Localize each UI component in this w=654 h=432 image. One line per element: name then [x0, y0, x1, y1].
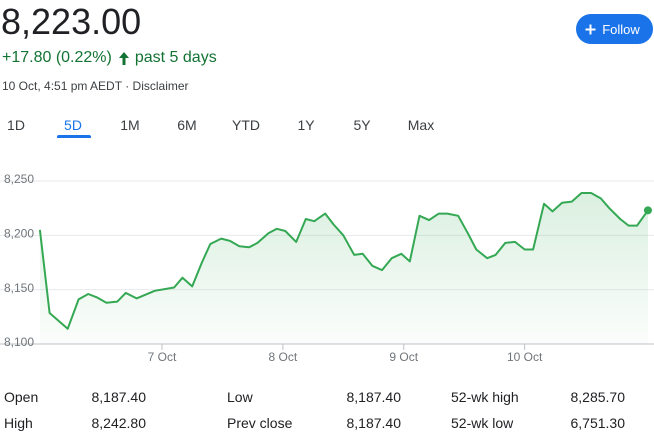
y-tick-label: 8,100 — [4, 335, 34, 349]
stat-label: Prev close — [227, 415, 293, 431]
tab[interactable]: YTD — [232, 117, 260, 133]
change-line: +17.80 (0.22%) past 5 days — [2, 48, 217, 68]
area — [39, 193, 648, 344]
follow-button[interactable]: Follow — [576, 14, 653, 44]
x-tick-label: 8 Oct — [269, 350, 298, 364]
y-tick-label: 8,150 — [4, 281, 34, 295]
y-tick-label: 8,200 — [4, 227, 34, 241]
plus-icon — [585, 24, 596, 34]
timestamp: 10 Oct, 4:51 pm AEDT — [2, 79, 122, 93]
stat-label: High — [4, 415, 33, 431]
tab[interactable]: 1Y — [297, 117, 315, 133]
stat-label: Low — [227, 389, 253, 405]
tab-underline — [57, 135, 91, 138]
stat-label: 52-wk low — [451, 415, 514, 431]
y-tick-label: 8,250 — [4, 172, 34, 186]
stat-value: 8,285.70 — [570, 389, 626, 405]
tab[interactable]: 5D — [64, 117, 82, 133]
timestamp-line: 10 Oct, 4:51 pm AEDT · Disclaimer — [2, 78, 189, 94]
x-tick-label: 7 Oct — [148, 350, 177, 364]
change: +17.80 (0.22%) — [2, 49, 112, 66]
tab[interactable]: 6M — [177, 117, 197, 133]
stat-label: 52-wk high — [451, 389, 519, 405]
tab[interactable]: 1D — [7, 117, 25, 133]
disclaimer[interactable]: Disclaimer — [132, 79, 189, 93]
follow-label: Follow — [602, 21, 640, 37]
price-line — [38, 192, 649, 330]
stat-value: 8,187.40 — [346, 389, 402, 405]
stat-value: 8,187.40 — [91, 389, 147, 405]
last-point — [643, 206, 652, 215]
stat-value: 8,187.40 — [346, 415, 402, 431]
tab[interactable]: Max — [407, 117, 435, 133]
x-tick-label: 10 Oct — [507, 350, 543, 364]
tab[interactable]: 1M — [120, 117, 140, 133]
x-tick-label: 9 Oct — [389, 350, 418, 364]
period: past 5 days — [134, 49, 217, 66]
up-arrow-icon — [118, 52, 129, 65]
stat-value: 8,242.80 — [91, 415, 147, 431]
tab[interactable]: 5Y — [353, 117, 371, 133]
stat-value: 6,751.30 — [570, 415, 626, 431]
separator: · — [125, 79, 130, 93]
price: 8,223.00 — [1, 1, 142, 42]
stat-label: Open — [4, 389, 39, 405]
